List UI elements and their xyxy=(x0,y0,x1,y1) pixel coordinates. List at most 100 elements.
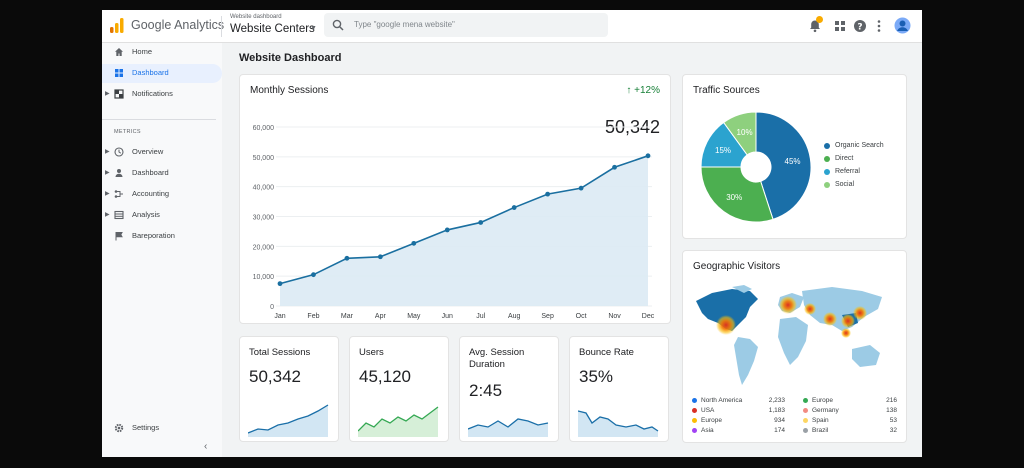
geo-swatch xyxy=(803,397,808,403)
kpi-card-users[interactable]: Users 45,120 xyxy=(349,336,449,442)
sidebar-item-label: Bareporation xyxy=(132,231,175,240)
sidebar-item-metrics-dashboard[interactable]: ▶ Dashboard xyxy=(102,164,222,183)
data-point[interactable] xyxy=(344,255,350,261)
hotspot-usa xyxy=(716,315,736,335)
sidebar-item-label: Overview xyxy=(132,147,164,156)
sidebar: Home Dashboard ▶ Notifications METRICS ▶ xyxy=(102,43,222,457)
x-tick-label: Sep xyxy=(541,313,554,320)
sparkline xyxy=(358,406,439,437)
home-icon xyxy=(115,48,123,56)
y-tick-label: 50,000 xyxy=(253,155,275,162)
data-point[interactable] xyxy=(478,220,484,225)
notifications-icon xyxy=(114,89,124,99)
sidebar-item-bareporation[interactable]: Bareporation xyxy=(102,227,222,246)
card-title: Traffic Sources xyxy=(693,85,760,96)
svg-text:?: ? xyxy=(857,23,862,33)
avatar[interactable] xyxy=(894,17,911,34)
page-title: Website Dashboard xyxy=(239,52,342,64)
x-tick-label: Mar xyxy=(341,313,354,320)
kpi-card-total-sessions[interactable]: Total Sessions 50,342 xyxy=(239,336,339,442)
data-point[interactable] xyxy=(511,205,517,210)
data-point[interactable] xyxy=(311,272,316,278)
slice-label: 10% xyxy=(737,128,753,137)
south-america-region xyxy=(734,337,758,385)
sidebar-item-dashboard[interactable]: Dashboard xyxy=(102,64,222,83)
expand-arrow-icon[interactable]: ▶ xyxy=(105,212,110,218)
sidebar-item-label: Dashboard xyxy=(132,168,169,177)
sidebar-item-label: Settings xyxy=(132,423,160,432)
caret-down-icon[interactable]: ▼ xyxy=(310,25,317,32)
geo-region-value: 174 xyxy=(774,427,785,434)
geo-region-value: 2,233 xyxy=(768,397,785,404)
expand-arrow-icon[interactable]: ▶ xyxy=(105,149,110,155)
y-tick-label: 40,000 xyxy=(253,185,275,192)
sidebar-item-overview[interactable]: ▶ Overview xyxy=(102,143,222,162)
monthly-sessions-card: Monthly Sessions ↑ +12% 50,342 0 10,000 20… xyxy=(239,74,671,324)
analytics-logo-icon[interactable] xyxy=(110,18,124,33)
data-point[interactable] xyxy=(377,254,383,260)
traffic-sources-card: Traffic Sources 45% 30% 15% 10% Organic Sea… xyxy=(682,74,907,239)
legend-swatch xyxy=(824,156,830,162)
sidebar-item-notifications[interactable]: ▶ Notifications xyxy=(102,85,222,104)
sidebar-item-analysis[interactable]: ▶ Analysis xyxy=(102,206,222,225)
sessions-line-chart: 0 10,000 20,000 30,000 40,000 50,000 60,000 Jan… xyxy=(253,125,655,320)
kpi-title: Users xyxy=(359,347,384,358)
search-bar[interactable]: Type "google mena website" xyxy=(324,13,608,37)
property-selector[interactable]: Website Centers xyxy=(230,23,315,35)
geo-region-name: Asia xyxy=(692,427,714,434)
data-point[interactable] xyxy=(277,281,283,287)
pie-slice[interactable] xyxy=(755,111,812,220)
apps-grid-icon[interactable] xyxy=(833,19,847,33)
brand-name: Google Analytics xyxy=(131,18,225,32)
asia-region xyxy=(802,287,882,331)
notification-badge xyxy=(816,16,823,23)
sidebar-item-home[interactable]: Home xyxy=(102,43,222,62)
growth-value: +12% xyxy=(634,85,660,96)
table-icon xyxy=(114,210,124,220)
clock-icon xyxy=(114,147,124,157)
expand-arrow-icon[interactable]: ▶ xyxy=(105,91,110,97)
help-icon[interactable]: ? xyxy=(853,19,867,33)
sidebar-item-settings[interactable]: Settings xyxy=(102,419,222,438)
australia-region xyxy=(852,345,880,367)
expand-arrow-icon[interactable]: ▶ xyxy=(105,170,110,176)
sidebar-item-accounting[interactable]: ▶ Accounting xyxy=(102,185,222,204)
x-tick-label: Jan xyxy=(274,313,285,320)
geo-label: Spain xyxy=(812,417,829,424)
data-point[interactable] xyxy=(578,185,584,191)
search-icon xyxy=(332,19,344,31)
search-input[interactable]: Type "google mena website" xyxy=(354,20,455,29)
expand-arrow-icon[interactable]: ▶ xyxy=(105,191,110,197)
data-point[interactable] xyxy=(612,164,617,170)
geo-label: Europe xyxy=(701,417,722,424)
x-tick-label: Apr xyxy=(375,313,387,320)
geo-swatch xyxy=(803,407,808,413)
kpi-card-bounce-rate[interactable]: Bounce Rate 35% xyxy=(569,336,669,442)
section-header: METRICS xyxy=(114,129,141,135)
data-point[interactable] xyxy=(645,153,651,159)
geo-label: Asia xyxy=(701,427,714,434)
kpi-title: Avg. Session Duration xyxy=(469,347,525,370)
sparkline xyxy=(578,410,659,437)
greenland-region xyxy=(732,285,752,293)
geo-region-value: 216 xyxy=(886,397,897,404)
data-point[interactable] xyxy=(545,191,551,197)
data-point[interactable] xyxy=(411,240,417,246)
geo-region-value: 53 xyxy=(889,417,897,424)
more-vert-icon[interactable] xyxy=(872,19,886,33)
geo-swatch xyxy=(692,407,697,413)
pie-slice[interactable] xyxy=(700,166,774,223)
data-point[interactable] xyxy=(444,227,450,233)
geographic-visitors-card: Geographic Visitors xyxy=(682,250,907,443)
sidebar-divider xyxy=(102,119,216,120)
geo-swatch xyxy=(692,427,697,433)
collapse-sidebar-icon[interactable]: ‹ xyxy=(204,441,208,452)
pie-slice[interactable] xyxy=(722,111,757,156)
growth-indicator: ↑ +12% xyxy=(626,85,660,96)
geo-region-name: North America xyxy=(692,397,742,404)
kpi-value: 2:45 xyxy=(469,381,503,400)
x-tick-label: May xyxy=(407,313,421,320)
kpi-card-avg-session-duration[interactable]: Avg. Session Duration 2:45 xyxy=(459,336,559,442)
property-caption: Website dashboard xyxy=(230,14,282,20)
kpi-title: Total Sessions xyxy=(249,347,311,358)
